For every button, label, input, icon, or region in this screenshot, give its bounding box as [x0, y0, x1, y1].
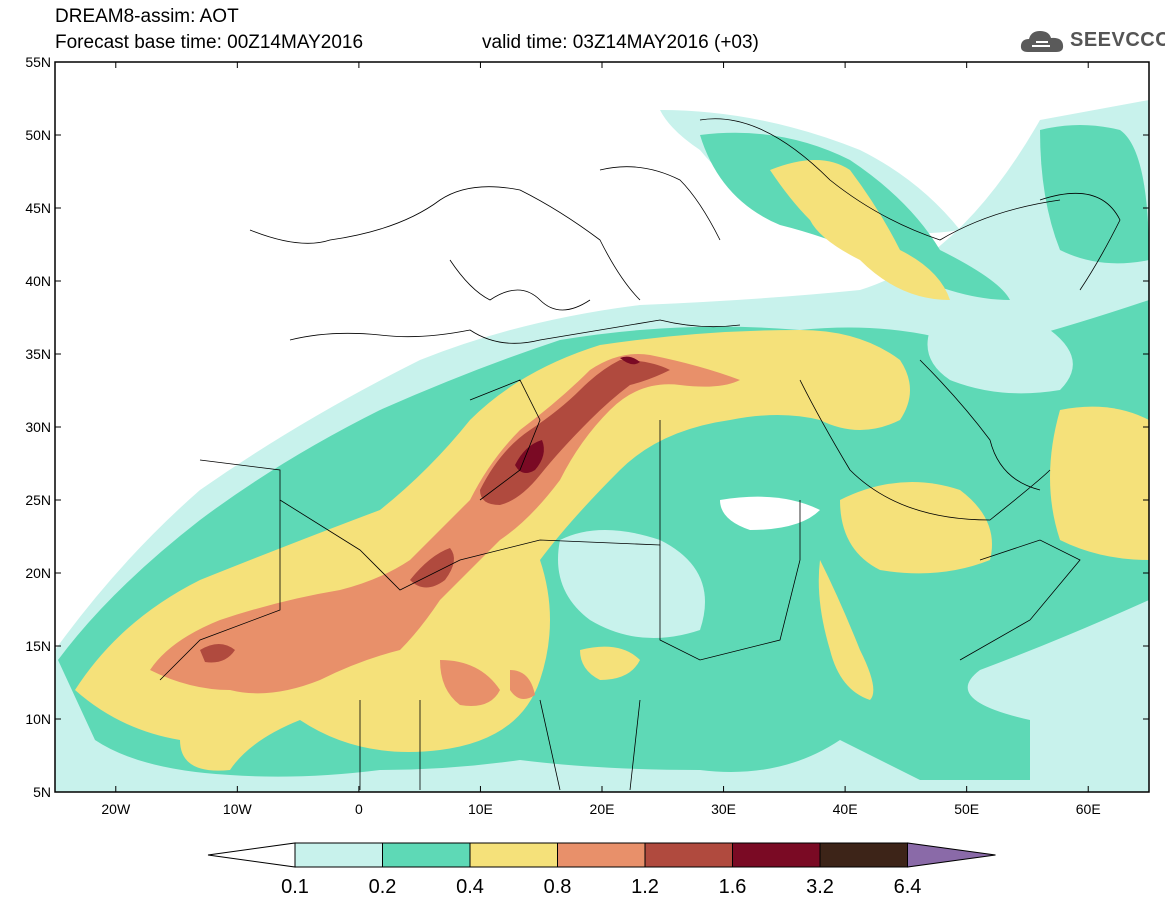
- colorbar-segment: [469, 842, 558, 868]
- country-borders: [159, 118, 1121, 791]
- lon-labels: 20W 10W 0 10E 20E 30E 40E 50E 60E: [101, 801, 1100, 817]
- aot-field: [55, 62, 1149, 792]
- colorbar-segment: [557, 842, 646, 868]
- lon-label: 30E: [711, 801, 736, 817]
- lon-label: 0: [355, 801, 363, 817]
- lon-label: 20W: [101, 801, 131, 817]
- valid-time: valid time: 03Z14MAY2016 (+03): [482, 32, 759, 53]
- colorbar-arrow-low: [207, 842, 296, 868]
- lon-label: 60E: [1076, 801, 1101, 817]
- colorbar: [207, 842, 996, 868]
- colorbar-segment: [382, 842, 471, 868]
- cloud-icon: [1020, 31, 1064, 52]
- colorbar-arrow-high: [907, 842, 996, 868]
- axis-ticks: [55, 61, 1149, 793]
- lon-label: 10E: [468, 801, 493, 817]
- lon-label: 20E: [590, 801, 615, 817]
- lat-label: 15N: [25, 638, 51, 654]
- lat-label: 5N: [33, 784, 51, 800]
- colorbar-labels: 0.1 0.2 0.4 0.8 1.2 1.6 3.2 6.4: [281, 876, 921, 898]
- colorbar-label: 0.8: [544, 876, 572, 898]
- colorbar-segment: [294, 842, 383, 868]
- colorbar-segment: [819, 842, 908, 868]
- lon-label: 40E: [833, 801, 858, 817]
- colorbar-label: 1.2: [631, 876, 659, 898]
- lat-label: 55N: [25, 54, 51, 70]
- colorbar-segment: [644, 842, 733, 868]
- colorbar-label: 3.2: [806, 876, 834, 898]
- lat-labels: 55N 50N 45N 40N 35N 30N 25N 20N 15N 10N 5N: [25, 54, 51, 800]
- colorbar-label: 1.6: [719, 876, 747, 898]
- lon-label: 10W: [223, 801, 253, 817]
- lat-label: 10N: [25, 711, 51, 727]
- logo-text: SEEVCCC: [1070, 28, 1165, 51]
- colorbar-label: 0.4: [456, 876, 484, 898]
- colorbar-label: 6.4: [894, 876, 922, 898]
- colorbar-label: 0.2: [369, 876, 397, 898]
- lat-label: 35N: [25, 346, 51, 362]
- lat-label: 30N: [25, 419, 51, 435]
- lat-label: 20N: [25, 565, 51, 581]
- colorbar-label: 0.1: [281, 876, 309, 898]
- seevccc-logo: SEEVCCC: [1018, 26, 1165, 54]
- lat-label: 45N: [25, 200, 51, 216]
- lat-label: 25N: [25, 492, 51, 508]
- colorbar-segment: [732, 842, 821, 868]
- lat-label: 40N: [25, 273, 51, 289]
- chart-title: DREAM8-assim: AOT: [55, 6, 239, 27]
- lon-label: 50E: [954, 801, 979, 817]
- lat-label: 50N: [25, 127, 51, 143]
- forecast-base-time: Forecast base time: 00Z14MAY2016: [55, 32, 364, 53]
